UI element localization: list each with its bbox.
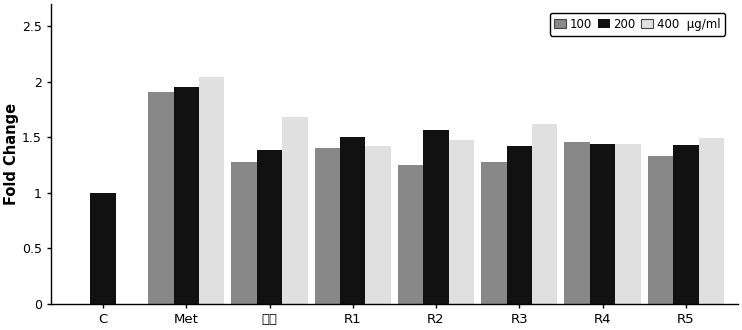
Bar: [590, 144, 615, 304]
Bar: [673, 145, 698, 304]
Bar: [424, 130, 449, 304]
Bar: [698, 139, 724, 304]
Bar: [282, 117, 308, 304]
Bar: [532, 124, 557, 304]
Bar: [91, 193, 116, 304]
Bar: [449, 140, 474, 304]
Bar: [481, 162, 507, 304]
Bar: [615, 144, 640, 304]
Y-axis label: Fold Change: Fold Change: [4, 103, 19, 205]
Bar: [199, 78, 224, 304]
Bar: [340, 137, 366, 304]
Bar: [315, 148, 340, 304]
Bar: [232, 162, 257, 304]
Legend: 100, 200, 400  μg/ml: 100, 200, 400 μg/ml: [550, 13, 725, 36]
Bar: [174, 87, 199, 304]
Bar: [148, 92, 174, 304]
Bar: [366, 146, 391, 304]
Bar: [565, 142, 590, 304]
Bar: [398, 165, 424, 304]
Bar: [648, 156, 673, 304]
Bar: [257, 149, 282, 304]
Bar: [507, 146, 532, 304]
